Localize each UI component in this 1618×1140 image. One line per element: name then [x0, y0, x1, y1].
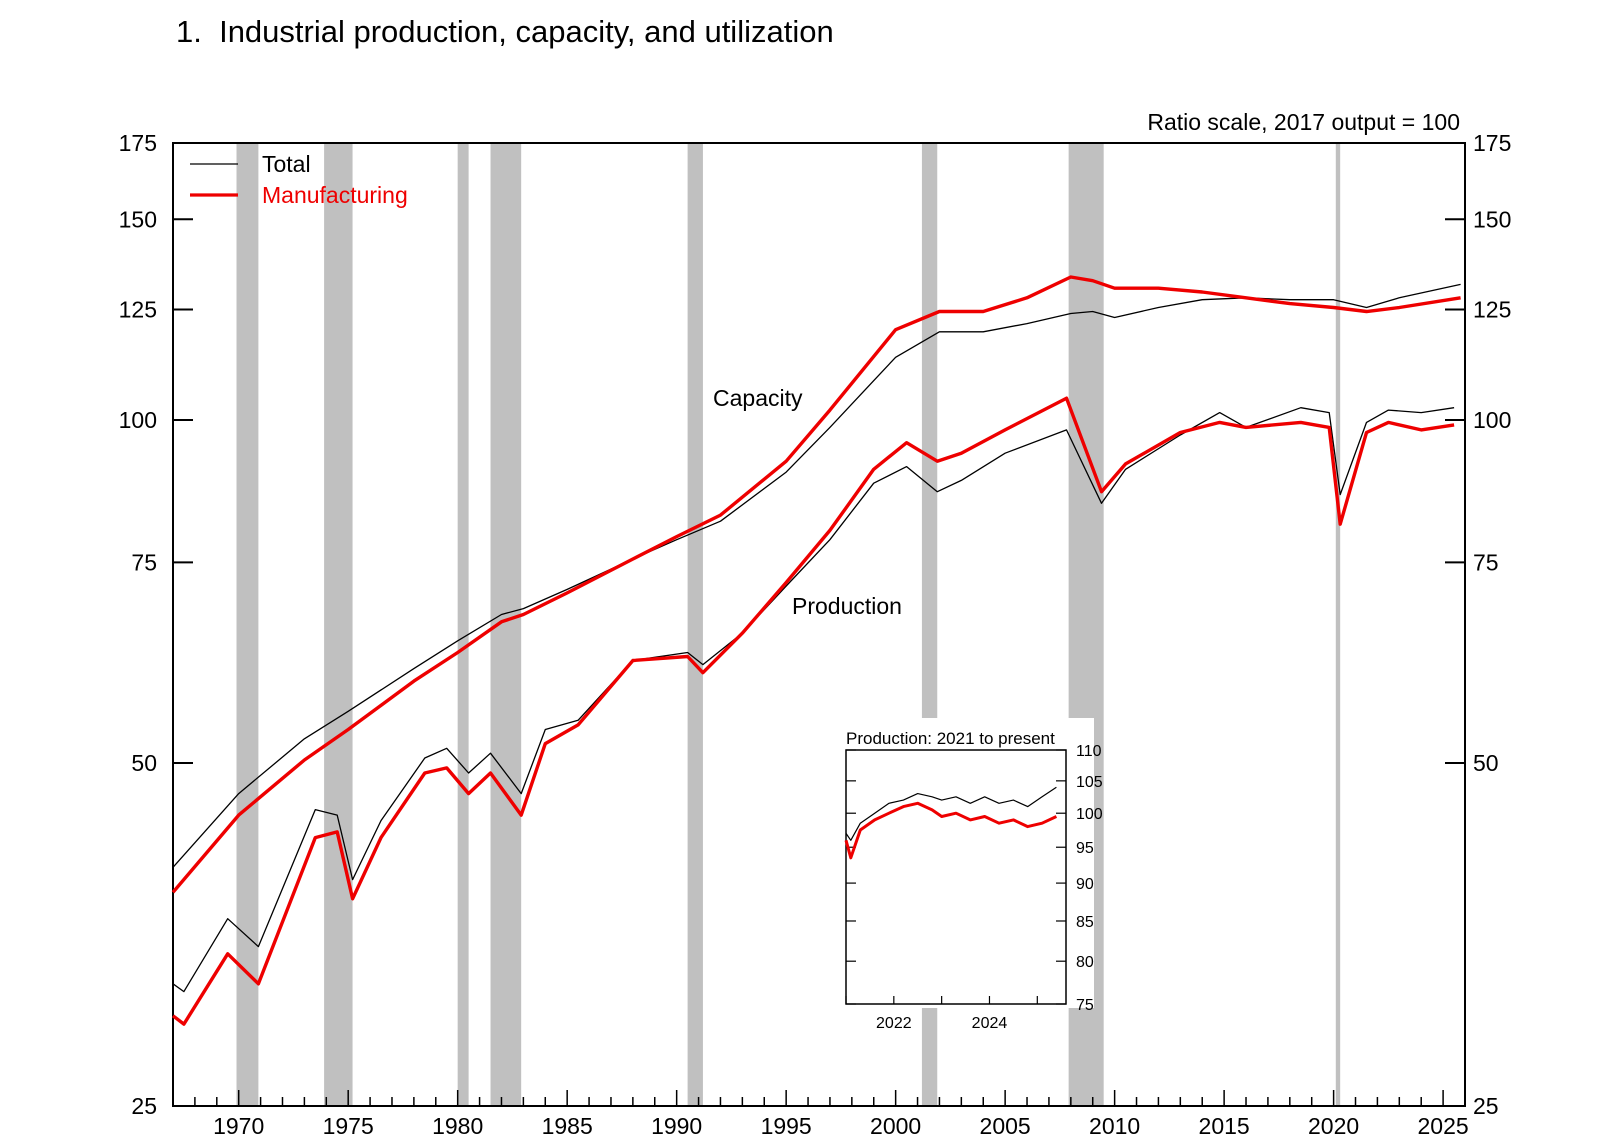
y-tick-label-left-50: 50 [131, 750, 157, 776]
series-lines [171, 275, 1461, 1026]
y-tick-label-left-150: 150 [119, 206, 157, 232]
x-tick-label-2020: 2020 [1308, 1113, 1359, 1139]
y-tick-label-left-125: 125 [119, 297, 157, 323]
x-tick-label-1995: 1995 [761, 1113, 812, 1139]
x-tick-label-2025: 2025 [1418, 1113, 1469, 1139]
inset-y-tick-label-85: 85 [1076, 914, 1094, 931]
y-tick-label-right-175: 175 [1473, 130, 1511, 156]
x-tick-label-2015: 2015 [1199, 1113, 1250, 1139]
inset-y-tick-label-110: 110 [1076, 743, 1102, 760]
inset-y-tick-label-80: 80 [1076, 954, 1094, 971]
recession-band-1 [236, 143, 259, 1106]
figure-title: 1. Industrial production, capacity, and … [176, 14, 834, 49]
x-tick-label-1970: 1970 [213, 1113, 264, 1139]
recession-band-2 [324, 143, 353, 1106]
annotation-production: Production [792, 593, 902, 619]
y-tick-label-left-25: 25 [131, 1093, 157, 1119]
plot-frame [172, 142, 1466, 1107]
recession-band-8 [1335, 143, 1341, 1106]
y-tick-label-right-25: 25 [1473, 1093, 1499, 1119]
x-tick-label-2000: 2000 [870, 1113, 921, 1139]
inset-y-tick-label-105: 105 [1076, 774, 1103, 791]
scale-note: Ratio scale, 2017 output = 100 [1147, 109, 1460, 135]
series-line-capacity-total [172, 283, 1461, 868]
legend-label-manufacturing: Manufacturing [262, 182, 408, 208]
inset-title: Production: 2021 to present [846, 729, 1055, 748]
series-line-production-total [172, 407, 1455, 993]
series-line-capacity-manufacturing [171, 275, 1461, 894]
y-tick-label-left-175: 175 [119, 130, 157, 156]
recession-band-3 [457, 143, 469, 1106]
annotation-capacity: Capacity [713, 385, 803, 411]
x-tick-label-2010: 2010 [1089, 1113, 1140, 1139]
y-tick-label-left-75: 75 [131, 549, 157, 575]
x-tick-label-1990: 1990 [651, 1113, 702, 1139]
legend-label-total: Total [262, 151, 311, 177]
inset-series-line-manufacturing [844, 801, 1058, 860]
y-tick-label-left-100: 100 [119, 407, 157, 433]
x-tick-label-1985: 1985 [542, 1113, 593, 1139]
inset-y-tick-label-75: 75 [1076, 997, 1094, 1014]
x-tick-label-1975: 1975 [323, 1113, 374, 1139]
y-tick-label-right-50: 50 [1473, 750, 1499, 776]
inset-background [832, 718, 1094, 1008]
inset-y-tick-label-100: 100 [1076, 806, 1103, 823]
inset-frame [845, 749, 1067, 1005]
y-tick-label-right-125: 125 [1473, 297, 1511, 323]
inset-y-tick-label-90: 90 [1076, 876, 1094, 893]
inset-chart: Production: 2021 to present 75 80 85 90 95 10… [832, 718, 1103, 1032]
y-tick-label-right-100: 100 [1473, 407, 1511, 433]
inset-x-tick-label-2022: 2022 [876, 1015, 912, 1032]
series-line-production-manufacturing [171, 396, 1455, 1026]
x-tick-label-1980: 1980 [432, 1113, 483, 1139]
y-tick-label-right-150: 150 [1473, 206, 1511, 232]
inset-series-line-total [845, 786, 1057, 841]
recession-band-5 [687, 143, 703, 1106]
recession-bands [236, 143, 1341, 1106]
inset-x-tick-label-2024: 2024 [972, 1015, 1008, 1032]
y-tick-label-right-75: 75 [1473, 549, 1499, 575]
axis-ticks: 25 25 50 50 75 75 100 100 125 125 150 150 175 175 1970… [119, 130, 1512, 1139]
x-tick-label-2005: 2005 [980, 1113, 1031, 1139]
inset-y-tick-label-95: 95 [1076, 840, 1094, 857]
legend: Total Manufacturing [190, 151, 408, 208]
